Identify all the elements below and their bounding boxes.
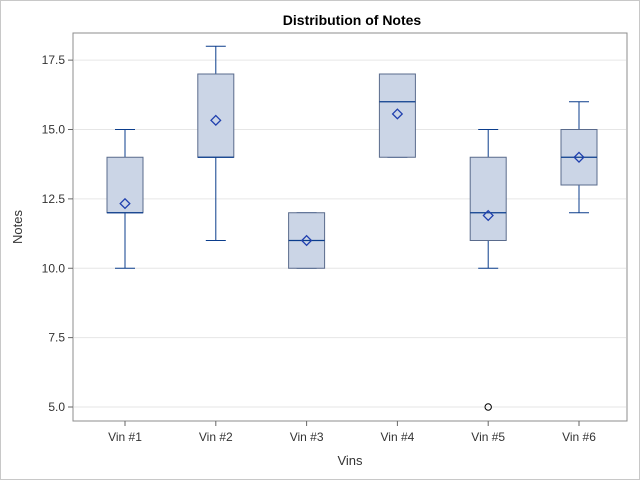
mean-marker: [119, 197, 131, 210]
x-tick-label: Vin #6: [562, 430, 596, 444]
box-5: [469, 129, 507, 411]
x-tick-label: Vin #2: [199, 430, 233, 444]
chart-title: Distribution of Notes: [283, 12, 422, 28]
box-2: [197, 45, 235, 241]
mean-marker: [391, 108, 404, 120]
x-tick-label: Vin #4: [380, 430, 414, 444]
box-1: [106, 129, 144, 269]
gridlines: [74, 59, 626, 408]
y-tick-label: 7.5: [48, 331, 65, 345]
x-tick-label: Vin #5: [471, 430, 505, 444]
y-axis-label: Notes: [10, 210, 25, 244]
mean-marker: [300, 234, 313, 247]
x-axis: Vin #1 Vin #2 Vin #3 Vin #4 Vin #5 Vin #6: [108, 421, 596, 444]
box-4: [378, 73, 416, 158]
y-axis: 5.0 7.5 10.0 12.5 15.0 17.5: [42, 53, 73, 414]
plot-area-border: [72, 32, 628, 422]
iqr-box: [469, 156, 507, 241]
box-3: [288, 212, 326, 269]
iqr-box: [106, 156, 144, 214]
y-tick-label: 17.5: [42, 53, 66, 67]
iqr-box: [378, 73, 416, 158]
mean-marker: [482, 209, 494, 222]
mean-marker: [573, 151, 585, 163]
y-tick-label: 12.5: [42, 192, 66, 206]
y-tick-label: 10.0: [42, 261, 66, 275]
mean-marker: [210, 114, 222, 127]
box-6: [560, 101, 598, 214]
x-axis-label: Vins: [337, 453, 363, 468]
y-tick-label: 5.0: [48, 400, 65, 414]
boxes: [106, 45, 598, 411]
y-tick-label: 15.0: [42, 123, 66, 137]
x-tick-label: Vin #1: [108, 430, 142, 444]
x-tick-label: Vin #3: [290, 430, 324, 444]
outlier-point: [484, 403, 492, 411]
